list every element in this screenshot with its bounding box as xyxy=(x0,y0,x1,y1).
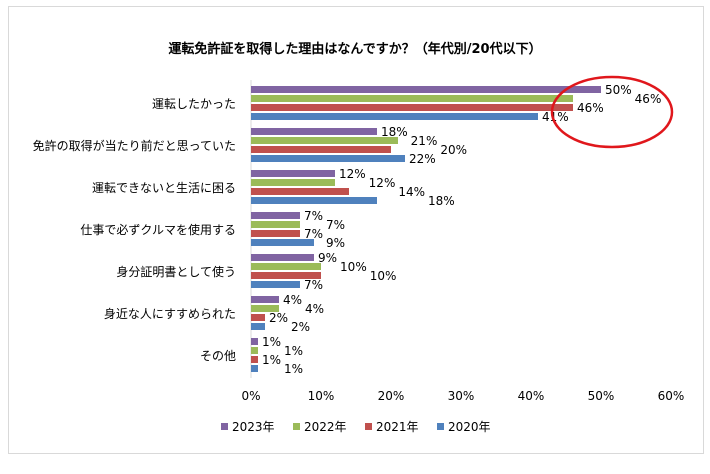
bar xyxy=(251,272,321,279)
data-label: 12% xyxy=(339,167,366,181)
bar xyxy=(251,296,279,303)
bar xyxy=(251,179,335,186)
bar xyxy=(251,347,258,354)
data-label: 1% xyxy=(284,362,303,376)
data-label: 14% xyxy=(398,185,425,199)
x-tick-label: 20% xyxy=(378,389,405,403)
x-tick-label: 60% xyxy=(658,389,685,403)
data-label: 12% xyxy=(369,176,396,190)
data-label: 7% xyxy=(304,209,323,223)
data-label: 46% xyxy=(577,101,604,115)
data-label: 7% xyxy=(304,227,323,241)
chart-title: 運転免許証を取得した理由はなんですか？（年代別/20代以下） xyxy=(168,41,541,57)
bar xyxy=(251,263,321,270)
bar xyxy=(251,128,377,135)
data-label: 4% xyxy=(283,293,302,307)
legend-swatch xyxy=(293,423,300,430)
bar xyxy=(251,170,335,177)
legend-label: 2020年 xyxy=(448,420,491,434)
bar xyxy=(251,137,398,144)
data-label: 22% xyxy=(409,152,436,166)
data-label: 2% xyxy=(269,311,288,325)
x-tick-label: 30% xyxy=(448,389,475,403)
data-label: 9% xyxy=(326,236,345,250)
bar xyxy=(251,221,300,228)
legend-swatch xyxy=(365,423,372,430)
data-label: 41% xyxy=(542,110,569,124)
legend-label: 2023年 xyxy=(232,420,275,434)
bar xyxy=(251,188,349,195)
category-label: 身近な人にすすめられた xyxy=(104,306,236,321)
data-label: 46% xyxy=(635,92,662,106)
x-tick-label: 40% xyxy=(518,389,545,403)
data-label: 20% xyxy=(440,143,467,157)
data-label: 9% xyxy=(318,251,337,265)
data-label: 1% xyxy=(284,344,303,358)
legend-swatch xyxy=(437,423,444,430)
bar xyxy=(251,338,258,345)
category-label: 運転できないと生活に困る xyxy=(92,181,236,195)
bar xyxy=(251,323,265,330)
bar xyxy=(251,230,300,237)
category-label: 運転したかった xyxy=(152,97,236,111)
data-label: 1% xyxy=(262,335,281,349)
category-label: その他 xyxy=(200,349,236,363)
x-tick-label: 50% xyxy=(588,389,615,403)
data-label: 18% xyxy=(428,194,455,208)
x-tick-label: 10% xyxy=(308,389,335,403)
data-label: 2% xyxy=(291,320,310,334)
data-label: 10% xyxy=(370,269,397,283)
data-label: 50% xyxy=(605,83,632,97)
x-tick-label: 0% xyxy=(241,389,260,403)
highlight-ellipse xyxy=(550,75,674,149)
bar xyxy=(251,314,265,321)
data-label: 21% xyxy=(411,134,438,148)
bar xyxy=(251,239,314,246)
bar xyxy=(251,95,573,102)
bar xyxy=(251,113,538,120)
bar xyxy=(251,365,258,372)
bar xyxy=(251,356,258,363)
data-label: 1% xyxy=(262,353,281,367)
bar xyxy=(251,155,405,162)
bar xyxy=(251,305,279,312)
data-label: 4% xyxy=(305,302,324,316)
bar xyxy=(251,197,377,204)
legend-swatch xyxy=(221,423,228,430)
bar xyxy=(251,281,300,288)
bar xyxy=(251,104,573,111)
data-label: 18% xyxy=(381,125,408,139)
category-label: 免許の取得が当たり前だと思っていた xyxy=(33,138,236,153)
data-label: 7% xyxy=(304,278,323,292)
category-label: 仕事で必ずクルマを使用する xyxy=(80,222,236,237)
bar xyxy=(251,146,391,153)
data-label: 7% xyxy=(326,218,345,232)
category-label: 身分証明書として使う xyxy=(116,264,236,279)
legend-label: 2021年 xyxy=(376,420,419,434)
legend-label: 2022年 xyxy=(304,420,347,434)
bar xyxy=(251,86,601,93)
bar xyxy=(251,254,314,261)
bar xyxy=(251,212,300,219)
data-label: 10% xyxy=(340,260,367,274)
